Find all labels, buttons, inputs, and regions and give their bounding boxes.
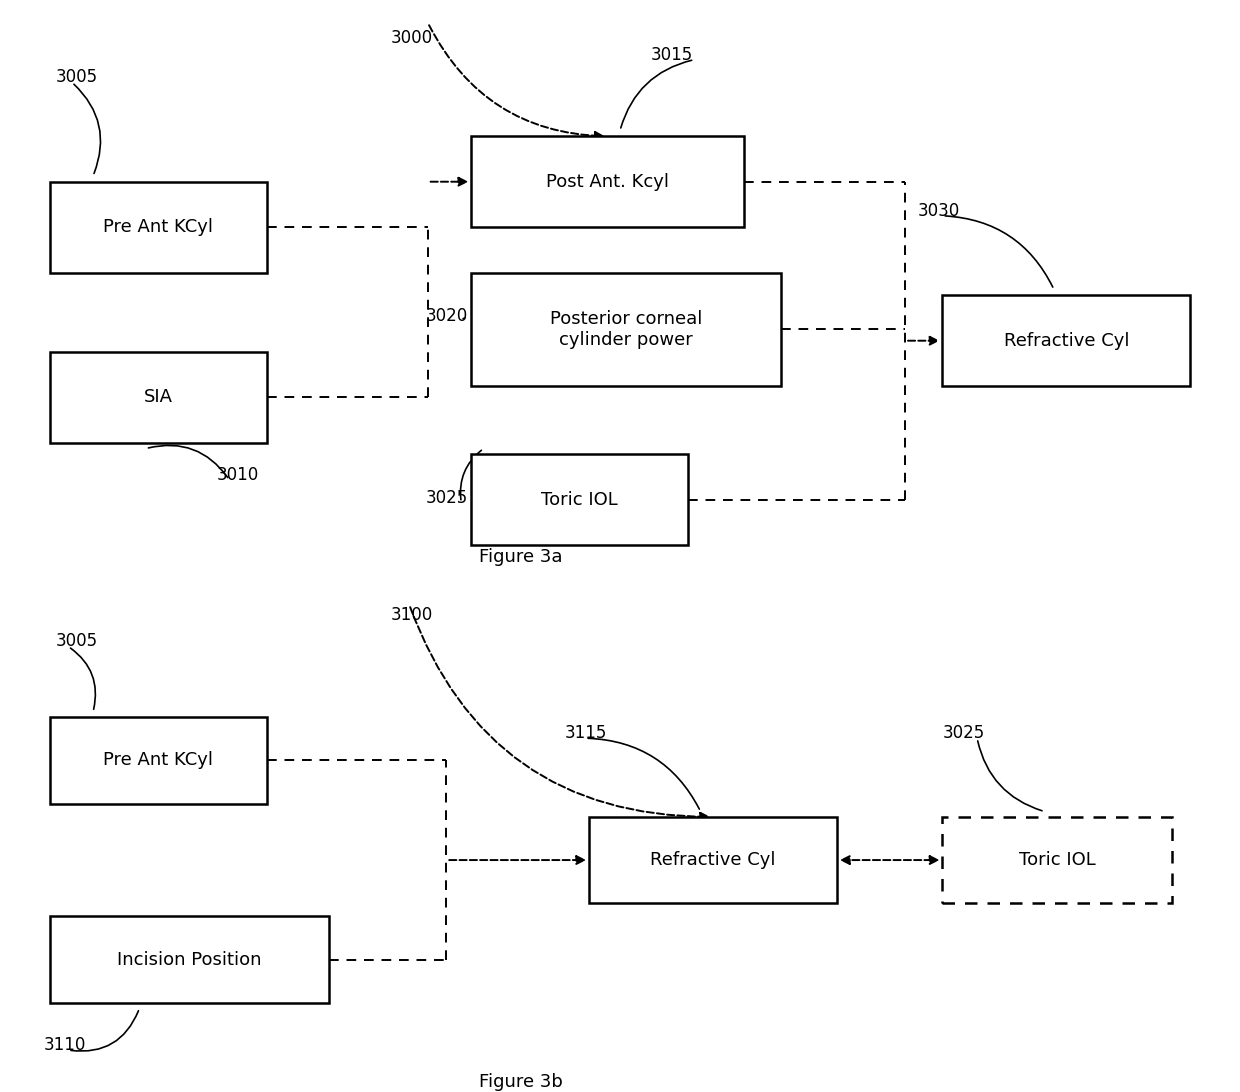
Text: 3020: 3020 (425, 307, 467, 324)
Text: Refractive Cyl: Refractive Cyl (650, 851, 776, 869)
FancyBboxPatch shape (589, 817, 837, 903)
Text: Post Ant. Kcyl: Post Ant. Kcyl (546, 173, 670, 191)
FancyBboxPatch shape (942, 817, 1172, 903)
Text: 3025: 3025 (425, 488, 467, 507)
Text: 3015: 3015 (651, 46, 693, 63)
Text: 3005: 3005 (56, 69, 98, 86)
Text: 3110: 3110 (43, 1036, 86, 1054)
Text: Posterior corneal
cylinder power: Posterior corneal cylinder power (551, 310, 702, 348)
FancyBboxPatch shape (471, 273, 781, 387)
Text: Toric IOL: Toric IOL (1019, 851, 1095, 869)
Text: Refractive Cyl: Refractive Cyl (1003, 332, 1130, 349)
FancyBboxPatch shape (471, 454, 688, 545)
FancyBboxPatch shape (50, 352, 267, 443)
Text: Pre Ant KCyl: Pre Ant KCyl (103, 751, 213, 770)
Text: 3025: 3025 (942, 724, 985, 743)
Text: 3005: 3005 (56, 632, 98, 651)
FancyBboxPatch shape (50, 717, 267, 804)
Text: SIA: SIA (144, 389, 172, 406)
FancyBboxPatch shape (942, 295, 1190, 387)
FancyBboxPatch shape (471, 136, 744, 227)
FancyBboxPatch shape (50, 916, 329, 1002)
Text: 3000: 3000 (391, 28, 433, 47)
Text: Figure 3b: Figure 3b (479, 1072, 563, 1091)
Text: Figure 3a: Figure 3a (479, 548, 563, 566)
Text: 3115: 3115 (564, 724, 606, 743)
Text: Pre Ant KCyl: Pre Ant KCyl (103, 218, 213, 236)
Text: 3030: 3030 (918, 202, 960, 219)
FancyBboxPatch shape (50, 181, 267, 273)
Text: 3010: 3010 (217, 466, 259, 484)
Text: 3100: 3100 (391, 606, 433, 625)
Text: Toric IOL: Toric IOL (542, 490, 618, 509)
Text: Incision Position: Incision Position (117, 951, 262, 969)
